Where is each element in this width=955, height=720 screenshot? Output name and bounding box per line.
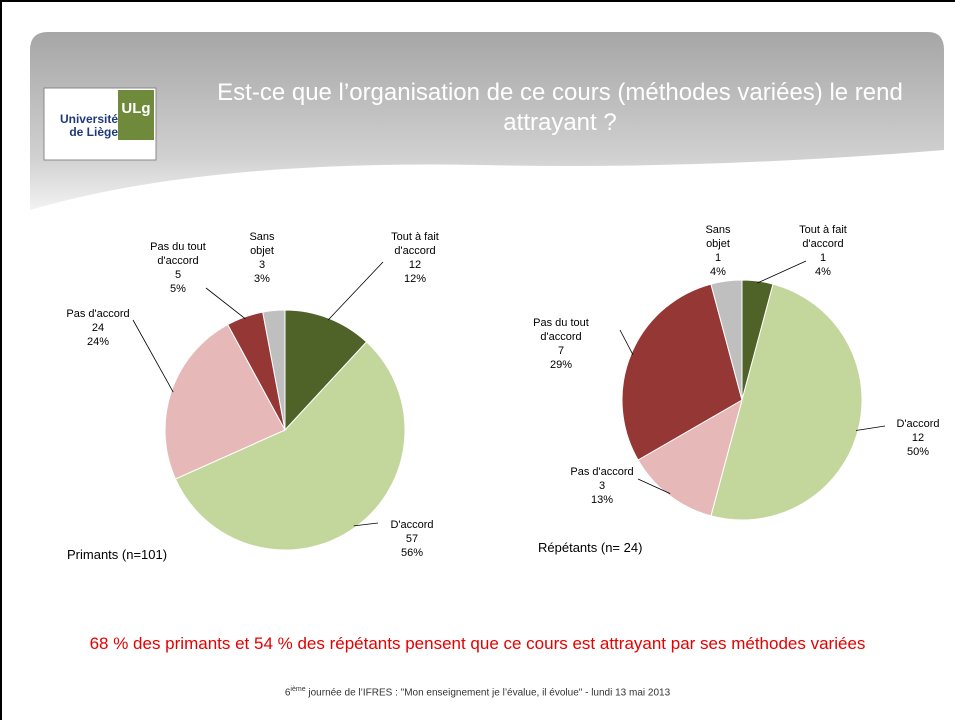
slice-percent: 3% <box>254 273 270 285</box>
pie-slice <box>621 283 743 461</box>
slice-label: Sans objet 1 4% <box>693 223 743 279</box>
slice-label: Pas du tout d'accord 7 29% <box>525 316 597 372</box>
slice-percent: 12% <box>403 273 427 285</box>
slice-count: 24 <box>91 322 105 334</box>
footer-text: journée de l’IFRES : "Mon enseignement j… <box>305 687 671 699</box>
slice-name: D'accord <box>390 519 434 531</box>
leader-line <box>353 522 379 527</box>
leader-line <box>757 260 807 284</box>
slice-count: 3 <box>258 259 266 271</box>
slice-name: Pas du tout d'accord <box>150 241 206 267</box>
slice-label: Pas d'accord 24 24% <box>63 307 133 349</box>
pie-slice <box>710 279 743 401</box>
slice-count: 12 <box>408 259 422 271</box>
footer-number: 6 <box>284 687 291 699</box>
leader-line <box>637 478 671 494</box>
pie-slice <box>710 283 863 521</box>
slice-name: Tout à fait d'accord <box>799 224 847 250</box>
slice-label: Sans objet 3 3% <box>237 230 287 286</box>
chart-caption: Primants (n=101) <box>67 547 168 562</box>
slice-count: 5 <box>174 269 182 281</box>
logo-mark: ULg <box>121 100 151 117</box>
slice-label: Tout à fait d'accord 12 12% <box>379 230 451 286</box>
pie-slice <box>174 341 406 551</box>
slice-name: Tout à fait d'accord <box>391 231 439 257</box>
pie-slice <box>637 398 743 517</box>
slice-percent: 5% <box>170 283 186 295</box>
slice-name: Pas d'accord <box>66 308 130 320</box>
slice-name: D'accord <box>896 418 940 430</box>
logo-line: de Liège <box>69 125 118 139</box>
slice-percent: 13% <box>590 494 614 506</box>
slice-count: 3 <box>598 480 606 492</box>
leader-line <box>619 329 634 356</box>
slice-label: D'accord 12 50% <box>888 417 948 459</box>
slice-count: 1 <box>714 252 722 264</box>
slice-name: Sans objet <box>705 224 731 250</box>
logo-mark-bg <box>118 90 154 140</box>
slice-count: 1 <box>819 252 827 264</box>
conclusion: 68 % des primants et 54 % des répétants … <box>89 634 866 653</box>
slice-percent: 29% <box>549 359 573 371</box>
slice-percent: 4% <box>710 266 726 278</box>
pie-slice <box>164 323 286 480</box>
slice-count: 7 <box>557 345 565 357</box>
leader-line <box>327 261 384 321</box>
slice-percent: 24% <box>86 336 110 348</box>
slice-percent: 56% <box>400 547 424 559</box>
chart-caption: Répétants (n= 24) <box>538 540 643 555</box>
slice-name: Sans objet <box>249 231 275 257</box>
header-band <box>30 32 944 210</box>
slice-label: Tout à fait d'accord 1 4% <box>787 223 859 279</box>
leader-line <box>205 287 246 320</box>
leader-line <box>855 425 886 431</box>
slice-label: Pas du tout d'accord 5 5% <box>146 240 210 296</box>
logo-line: Université <box>59 112 118 126</box>
slice-name: Pas d'accord <box>570 466 634 478</box>
slide-title: Est-ce que l’organisation de ce cours (m… <box>217 79 903 136</box>
leader-line <box>132 319 174 393</box>
pie-slice <box>284 309 368 432</box>
pie-slice <box>262 309 286 431</box>
slice-label: D'accord 57 56% <box>382 518 442 560</box>
footer-sup: ième <box>290 686 306 693</box>
slice-label: Pas d'accord 3 13% <box>564 465 640 507</box>
footer: 6ième journée de l’IFRES : "Mon enseigne… <box>0 686 955 698</box>
slice-name: Pas du tout d'accord <box>533 317 589 343</box>
slice-count: 57 <box>405 533 419 545</box>
slice-count: 12 <box>911 432 925 444</box>
logo-text: Université de Liège <box>46 113 118 139</box>
slice-percent: 4% <box>815 266 831 278</box>
slice-percent: 50% <box>906 446 930 458</box>
